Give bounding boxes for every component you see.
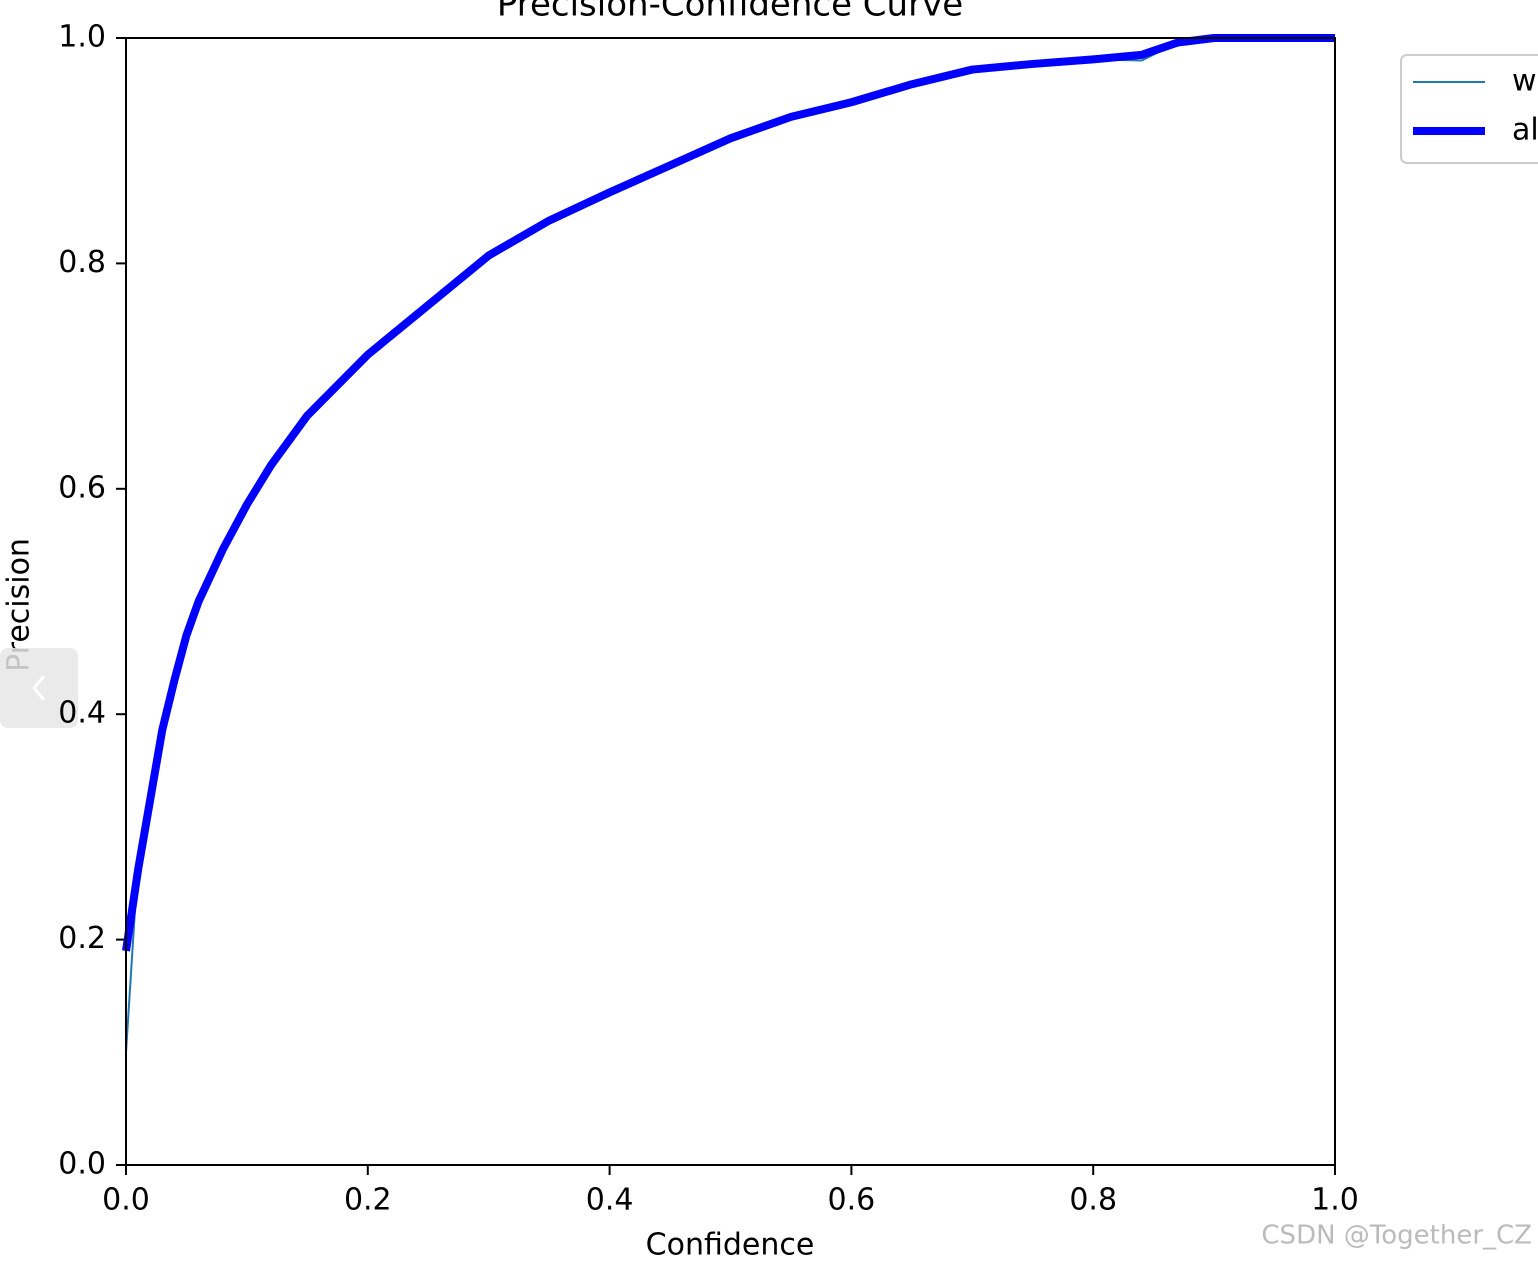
- back-button[interactable]: [0, 648, 78, 728]
- watermark: CSDN @Together_CZ: [1261, 1221, 1532, 1251]
- x-tick-label: 0.0: [102, 1183, 150, 1218]
- x-tick-label: 0.2: [344, 1183, 392, 1218]
- x-tick-label: 0.8: [1069, 1183, 1117, 1218]
- y-tick-label: 0.0: [58, 1147, 106, 1182]
- legend-label: w: [1512, 64, 1537, 99]
- x-tick-label: 0.4: [586, 1183, 634, 1218]
- back-icon: [32, 675, 46, 701]
- x-tick-label: 0.6: [828, 1183, 876, 1218]
- y-tick-label: 0.2: [58, 921, 106, 956]
- x-tick-label: 1.0: [1311, 1183, 1359, 1218]
- y-tick-label: 0.6: [58, 470, 106, 505]
- series-line: [122, 34, 1335, 952]
- y-tick-label: 0.8: [58, 245, 106, 280]
- plot-frame: [125, 37, 1336, 1166]
- legend-label: al: [1512, 113, 1538, 148]
- y-tick-label: 1.0: [58, 20, 106, 55]
- y-tick-label: 0.4: [58, 696, 106, 731]
- x-axis-label: Confidence: [646, 1228, 815, 1263]
- series-line: [125, 37, 1335, 1053]
- chart-title: Precision-Confidence Curve: [497, 0, 963, 25]
